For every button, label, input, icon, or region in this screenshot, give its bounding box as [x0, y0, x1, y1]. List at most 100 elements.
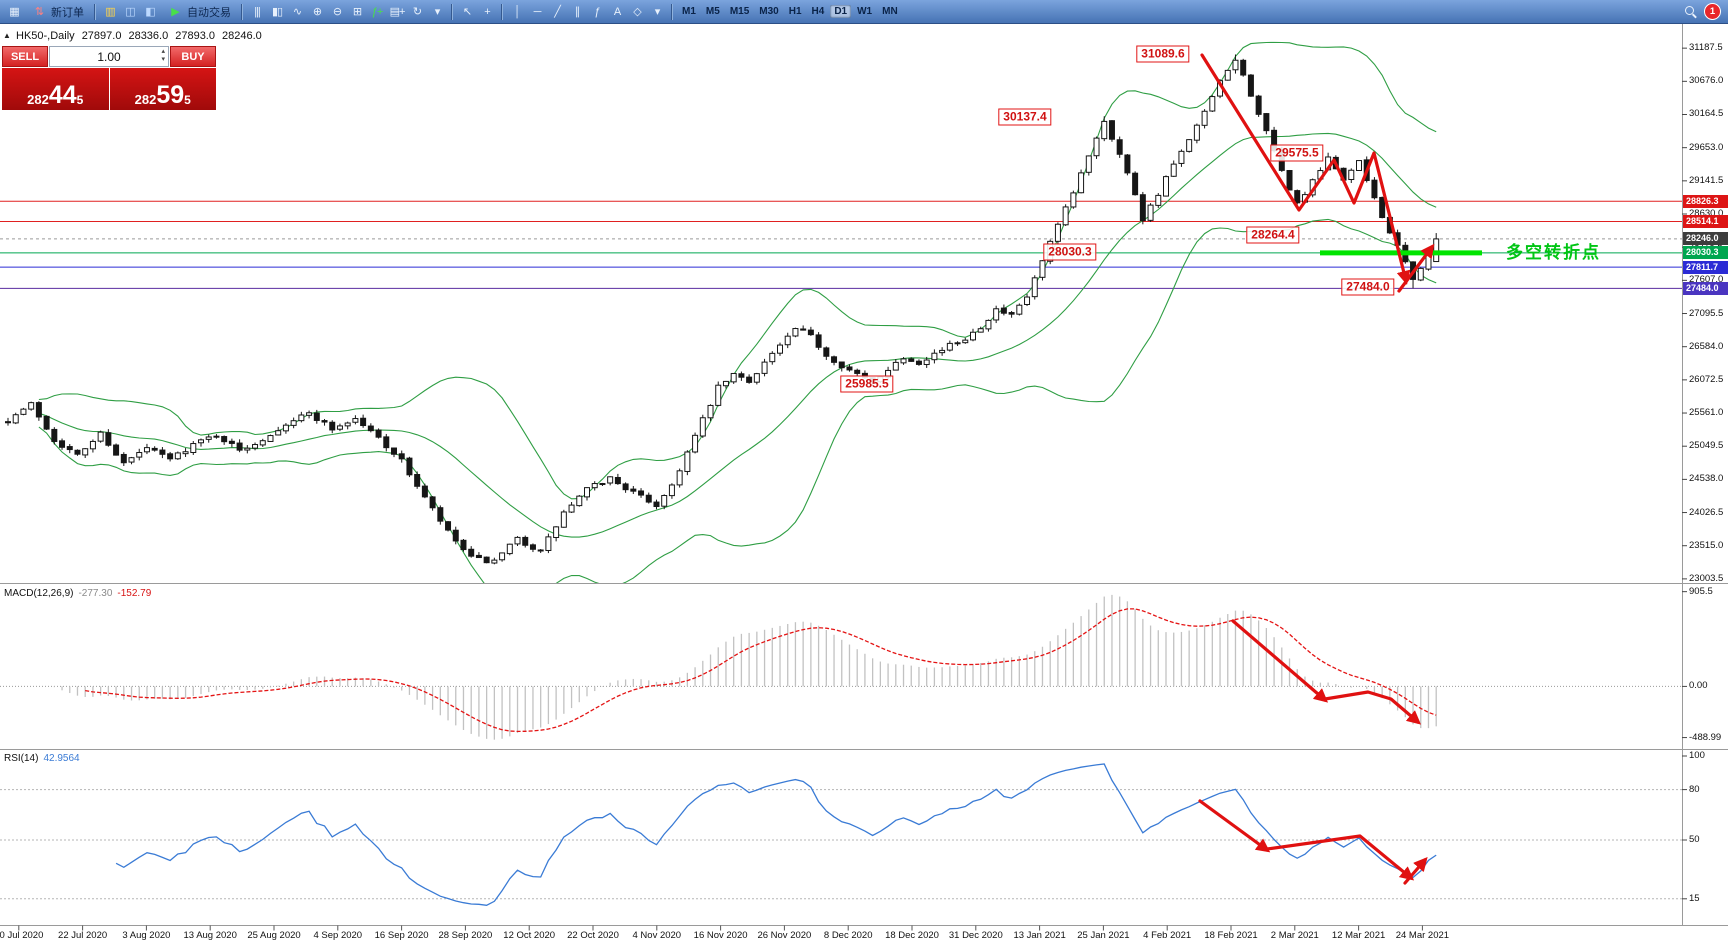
- price-scale-label: 26072.5: [1689, 373, 1724, 385]
- profiles-icon[interactable]: ▥: [105, 6, 115, 18]
- fibonacci-icon[interactable]: ƒ: [594, 5, 600, 18]
- timeframe-m15[interactable]: M15: [729, 6, 750, 17]
- line-chart-icon[interactable]: ∿: [292, 6, 302, 18]
- date-label: 18 Dec 2020: [885, 930, 939, 941]
- toolbar-separator: [501, 3, 503, 20]
- sell-button[interactable]: SELL: [2, 46, 48, 67]
- date-label: 28 Sep 2020: [438, 930, 493, 941]
- cursor-icon[interactable]: ↖: [462, 6, 472, 18]
- price-scale-label: 30676.0: [1689, 75, 1724, 87]
- price-callout[interactable]: 28264.4: [1246, 226, 1300, 244]
- date-label: 24 Mar 2021: [1395, 930, 1450, 941]
- timeframe-w1[interactable]: W1: [857, 6, 873, 17]
- sell-price[interactable]: 282 44 5: [2, 68, 109, 110]
- shapes-dropdown-icon[interactable]: ▾: [654, 6, 661, 18]
- timeframe-h1[interactable]: H1: [788, 6, 802, 17]
- date-label: 4 Feb 2021: [1143, 930, 1192, 941]
- date-label: 16 Sep 2020: [374, 930, 429, 941]
- date-label: 3 Aug 2020: [122, 930, 171, 941]
- market-watch-icon[interactable]: ◫: [125, 6, 135, 18]
- macd-scale-label: 0.00: [1689, 680, 1708, 692]
- chart-dropdown-icon[interactable]: ▾: [434, 6, 441, 18]
- zoom-out-icon[interactable]: ⊖: [332, 6, 342, 18]
- price-tag: 28246.0: [1683, 232, 1728, 246]
- autotrade-button[interactable]: ▶ 自动交易: [161, 2, 236, 21]
- price-callout[interactable]: 31089.6: [1136, 45, 1190, 63]
- date-label: 16 Nov 2020: [693, 930, 748, 941]
- date-label: 10 Jul 2020: [0, 930, 44, 941]
- volume-up-icon[interactable]: ▴: [161, 48, 165, 55]
- price-callout[interactable]: 27484.0: [1341, 278, 1395, 296]
- price-scale-label: 25561.0: [1689, 407, 1724, 419]
- rsi-name: RSI(14): [4, 753, 39, 764]
- price-tag: 28030.3: [1683, 246, 1728, 260]
- price-callout[interactable]: 25985.5: [840, 375, 894, 393]
- trade-panel-toggle-icon[interactable]: ▲: [3, 31, 11, 40]
- rsi-scale-label: 50: [1689, 834, 1700, 845]
- macd-scale-label: 905.5: [1689, 585, 1713, 597]
- price-scale-label: 27607.0: [1689, 274, 1724, 286]
- channel-icon[interactable]: ∥: [574, 6, 581, 18]
- macd-name: MACD(12,26,9): [4, 588, 74, 599]
- rsi-scale-label: 100: [1689, 750, 1705, 761]
- navigator-icon[interactable]: ◧: [145, 6, 155, 18]
- price-scale-label: 28630.0: [1689, 208, 1724, 219]
- annotation-text[interactable]: 多空转折点: [1506, 243, 1601, 262]
- volume-stepper[interactable]: 1.00 ▴ ▾: [49, 46, 169, 67]
- buy-button[interactable]: BUY: [170, 46, 216, 67]
- high-value: 28336.0: [128, 30, 169, 42]
- tile-windows-icon[interactable]: ⊞: [352, 6, 362, 18]
- date-label: 25 Jan 2021: [1077, 930, 1130, 941]
- crosshair-icon[interactable]: +: [484, 5, 490, 18]
- refresh-icon[interactable]: ↻: [412, 6, 422, 18]
- autotrade-play-icon: ▶: [171, 6, 179, 18]
- macd-value: -277.30: [78, 588, 113, 599]
- macd-signal-value: -152.79: [117, 588, 152, 599]
- timeframe-m5[interactable]: M5: [705, 6, 720, 17]
- date-label: 2 Mar 2021: [1270, 930, 1319, 941]
- notification-badge[interactable]: 1: [1704, 3, 1721, 20]
- trendline-icon[interactable]: ╱: [554, 6, 561, 18]
- date-label: 12 Oct 2020: [503, 930, 556, 941]
- new-order-button[interactable]: ⇅ 新订单: [25, 2, 89, 21]
- toolbar-separator: [671, 3, 673, 20]
- new-chart-icon[interactable]: ▤+: [389, 6, 406, 18]
- indicators-icon[interactable]: ƒ+: [371, 5, 384, 18]
- shapes-icon[interactable]: ◇: [633, 6, 641, 18]
- low-value: 27893.0: [175, 30, 215, 42]
- vertical-line-icon[interactable]: │: [514, 5, 521, 18]
- toolbar-separator: [451, 3, 453, 20]
- price-callout[interactable]: 28030.3: [1043, 243, 1097, 261]
- rsi-label: RSI(14) 42.9564: [4, 753, 80, 764]
- volume-value[interactable]: 1.00: [97, 49, 121, 64]
- price-callout[interactable]: 29575.5: [1270, 144, 1324, 162]
- date-label: 31 Dec 2020: [948, 930, 1003, 941]
- price-scale-label: 24026.5: [1689, 506, 1724, 518]
- buy-price[interactable]: 282 59 5: [109, 68, 216, 110]
- charts-window-icon[interactable]: ▦: [9, 6, 19, 18]
- price-scale-label: 29141.5: [1689, 174, 1724, 186]
- close-value: 28246.0: [221, 30, 262, 42]
- timeframe-mn[interactable]: MN: [882, 6, 898, 17]
- price-scale-label: 26584.0: [1689, 340, 1724, 352]
- timeframe-m30[interactable]: M30: [759, 6, 779, 17]
- candlestick-chart-icon[interactable]: ▮▯: [271, 6, 283, 18]
- zoom-in-icon[interactable]: ⊕: [312, 6, 322, 18]
- timeframe-m1[interactable]: M1: [682, 6, 696, 17]
- price-scale-label: 23515.0: [1689, 539, 1724, 551]
- horizontal-line-icon[interactable]: ─: [533, 5, 542, 18]
- price-tag: 28826.3: [1683, 194, 1728, 208]
- date-label: 4 Nov 2020: [632, 930, 682, 941]
- price-tag: 27811.7: [1683, 260, 1728, 274]
- date-label: 25 Aug 2020: [247, 930, 301, 941]
- search-icon[interactable]: [1684, 5, 1697, 18]
- text-tool-icon[interactable]: A: [613, 5, 621, 18]
- timeframe-d1[interactable]: D1: [830, 5, 852, 18]
- price-callout[interactable]: 30137.4: [998, 108, 1052, 126]
- timeframe-h4[interactable]: H4: [811, 6, 825, 17]
- volume-down-icon[interactable]: ▾: [161, 56, 165, 63]
- bar-chart-icon[interactable]: |||: [254, 5, 261, 18]
- price-scale-label: 31187.5: [1689, 42, 1723, 54]
